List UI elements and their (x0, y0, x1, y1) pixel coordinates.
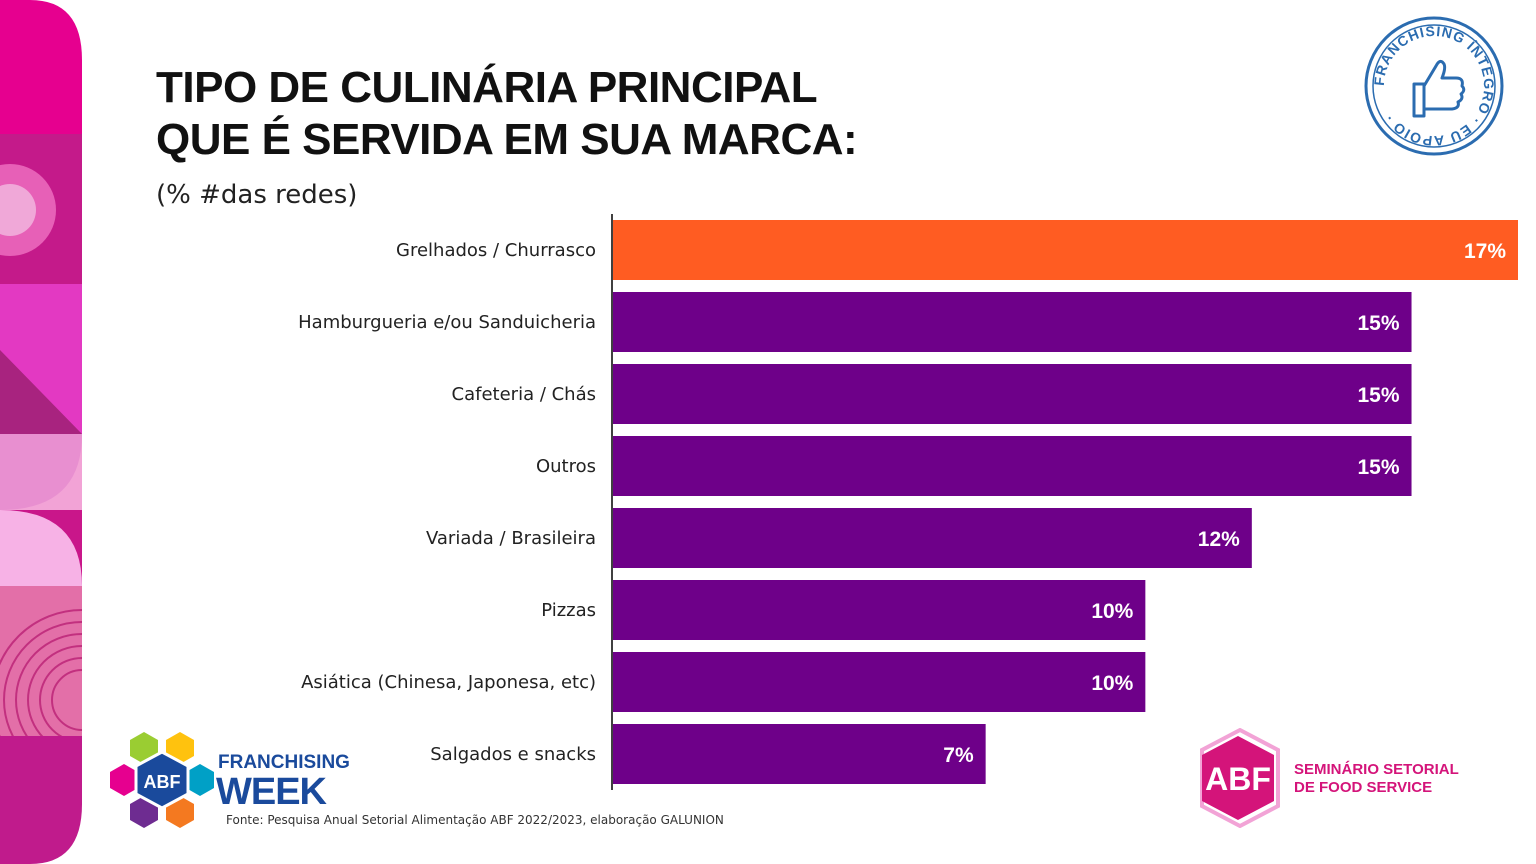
source-note: Fonte: Pesquisa Anual Setorial Alimentaç… (226, 813, 724, 827)
chart-title-line-1: TIPO DE CULINÁRIA PRINCIPAL (156, 63, 818, 112)
franchising-integro-seal: FRANCHISING ÍNTEGRO · EU APOIO · (1364, 16, 1504, 156)
value-label-6: 10% (1091, 600, 1133, 623)
category-label-7: Asiática (Chinesa, Japonesa, etc) (301, 672, 596, 693)
chart-subtitle: (% #das redes) (156, 180, 358, 210)
bar-8 (613, 724, 986, 784)
chart-title-line-2: QUE É SERVIDA EM SUA MARCA: (156, 115, 858, 164)
bar-5 (613, 508, 1252, 568)
seminar-badge: ABF (1205, 761, 1271, 797)
bar-6 (613, 580, 1146, 640)
category-label-5: Variada / Brasileira (426, 528, 596, 549)
value-label-5: 12% (1198, 528, 1240, 551)
category-label-4: Outros (536, 456, 596, 477)
value-label-2: 15% (1357, 312, 1399, 335)
value-label-4: 15% (1357, 456, 1399, 479)
decorative-side-pattern (0, 0, 82, 864)
category-label-8: Salgados e snacks (430, 744, 596, 765)
category-label-2: Hamburgueria e/ou Sanduicheria (298, 312, 596, 333)
value-label-8: 7% (943, 744, 974, 767)
bar-2 (613, 292, 1412, 352)
bar-7 (613, 652, 1146, 712)
category-label-3: Cafeteria / Chás (452, 384, 596, 405)
franchising-week-line-2: WEEK (216, 771, 328, 813)
chart-title: TIPO DE CULINÁRIA PRINCIPAL QUE É SERVID… (156, 62, 858, 166)
value-label-7: 10% (1091, 672, 1133, 695)
category-label-6: Pizzas (541, 600, 596, 621)
thumbs-up-icon (1412, 59, 1466, 118)
bar-1 (613, 220, 1518, 280)
bar-3 (613, 364, 1412, 424)
bar-4 (613, 436, 1412, 496)
seminar-line-1: SEMINÁRIO SETORIAL (1294, 761, 1459, 778)
franchising-week-logo: ABF FRANCHISING WEEK (110, 732, 350, 828)
seminar-line-2: DE FOOD SERVICE (1294, 779, 1432, 796)
chart-bars: Grelhados / Churrasco 17% Hamburgueria e/o… (298, 220, 1518, 784)
category-label-1: Grelhados / Churrasco (396, 240, 596, 261)
seminario-food-service-logo: ABF SEMINÁRIO SETORIAL DE FOOD SERVICE (1200, 728, 1459, 828)
value-label-3: 15% (1357, 384, 1399, 407)
value-label-1: 17% (1464, 240, 1506, 263)
franchising-week-badge: ABF (144, 772, 181, 792)
franchising-week-line-1: FRANCHISING (218, 752, 350, 773)
